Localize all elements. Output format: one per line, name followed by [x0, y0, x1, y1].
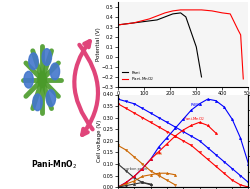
- Pani-MnO$_2$: [155, 15, 158, 17]
- Pani-MnO$_2$: [147, 18, 150, 20]
- Pani-MnO$_2$: [189, 9, 192, 11]
- Pani-MnO$_2$: [199, 9, 202, 11]
- Pani: [189, 31, 192, 33]
- Pani: [147, 20, 150, 22]
- Pani: [132, 22, 134, 24]
- Circle shape: [46, 90, 55, 106]
- Text: carbon paper: carbon paper: [124, 167, 148, 171]
- Pani-MnO$_2$: [140, 20, 142, 22]
- Pani-MnO$_2$: [178, 9, 182, 11]
- Circle shape: [24, 71, 33, 88]
- Pani-MnO$_2$: [116, 24, 119, 26]
- Circle shape: [42, 49, 51, 65]
- Pani-MnO$_2$: [124, 23, 127, 25]
- Pani: [163, 16, 166, 18]
- Pani: [178, 12, 182, 14]
- Pani: [140, 21, 142, 23]
- Text: Pani-MnO$_2$: Pani-MnO$_2$: [182, 115, 204, 123]
- Pani-MnO$_2$: [236, 29, 238, 31]
- X-axis label: Time (sec): Time (sec): [168, 98, 197, 102]
- Pani-MnO$_2$: [241, 78, 244, 80]
- Text: Pani-MnO$_2$: Pani-MnO$_2$: [31, 159, 78, 171]
- Pani: [116, 24, 119, 26]
- Text: PtBC: PtBC: [190, 103, 200, 107]
- Pani: [155, 19, 158, 21]
- Legend: Pani, Pani-MnO$_2$: Pani, Pani-MnO$_2$: [120, 69, 156, 85]
- Line: Pani-MnO$_2$: Pani-MnO$_2$: [118, 10, 242, 79]
- Pani: [124, 23, 127, 25]
- Pani: [170, 13, 173, 15]
- Text: Pani: Pani: [154, 152, 162, 156]
- Line: Pani: Pani: [118, 13, 201, 77]
- Pani-MnO$_2$: [238, 34, 241, 36]
- Pani-MnO$_2$: [132, 22, 134, 24]
- Circle shape: [33, 94, 42, 111]
- Circle shape: [38, 72, 46, 87]
- Pani-MnO$_2$: [210, 10, 212, 12]
- Pani-MnO$_2$: [228, 13, 231, 15]
- Pani: [184, 16, 186, 18]
- Pani-MnO$_2$: [220, 12, 223, 14]
- Pani-MnO$_2$: [163, 12, 166, 14]
- Pani: [194, 46, 197, 48]
- Circle shape: [29, 53, 38, 70]
- Pani-MnO$_2$: [170, 10, 173, 12]
- Y-axis label: Cell voltage (V): Cell voltage (V): [96, 120, 101, 162]
- Y-axis label: Potential (V): Potential (V): [95, 28, 100, 61]
- Pani: [199, 76, 202, 78]
- Circle shape: [50, 63, 59, 80]
